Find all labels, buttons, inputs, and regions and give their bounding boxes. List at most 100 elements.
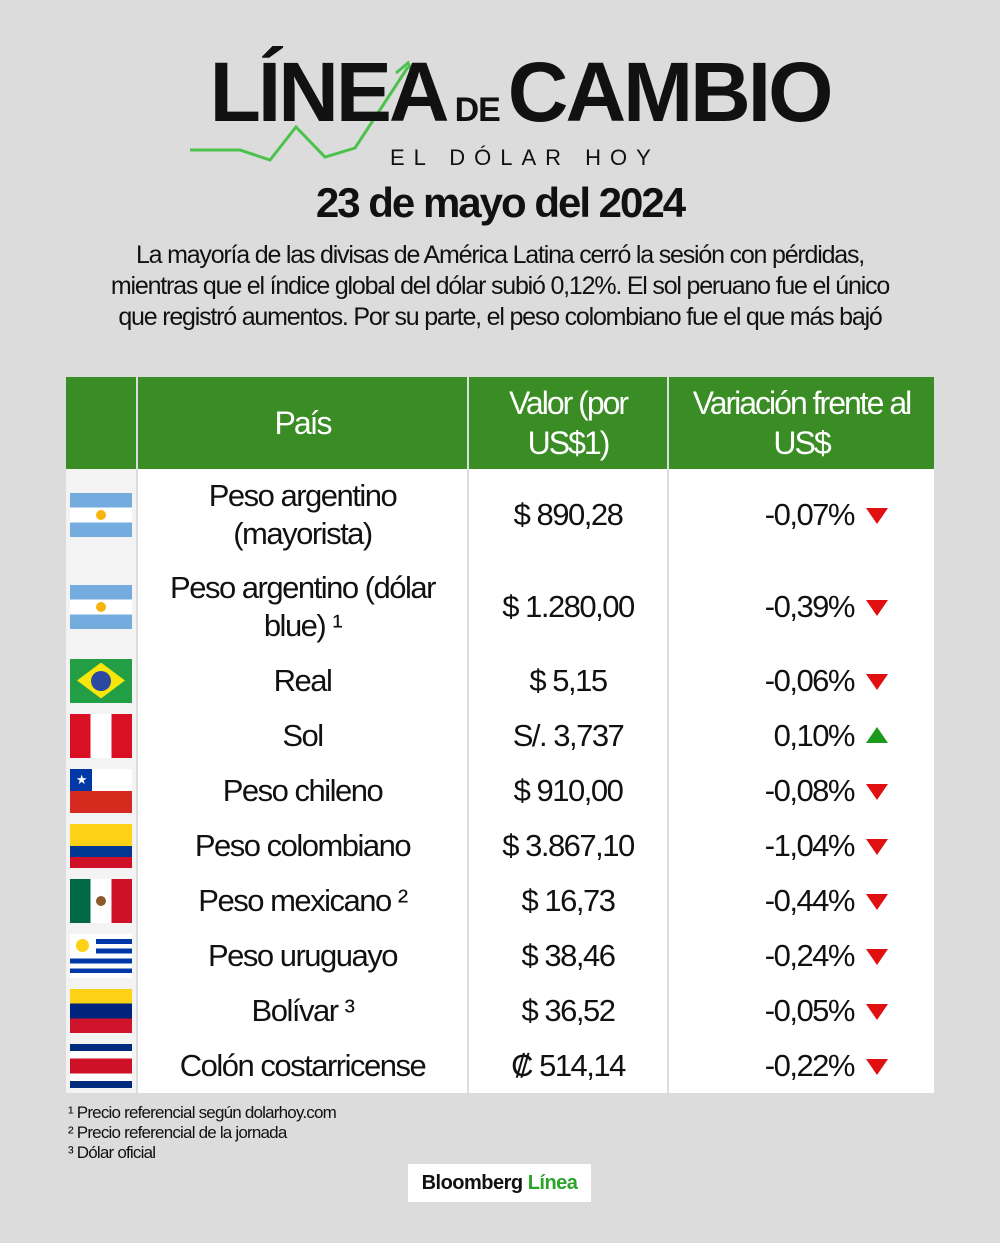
change-cell: -0,06% — [668, 653, 934, 708]
arrow-down-icon — [866, 508, 888, 524]
header-value: Valor (por US$1) — [468, 377, 669, 469]
table-row: Peso argentino (mayorista) $ 890,28 -0,0… — [66, 469, 934, 561]
arrow-up-icon — [866, 726, 888, 743]
country-name: Peso uruguayo — [137, 928, 469, 983]
logo-de: DE — [454, 91, 501, 129]
date-title: 23 de mayo del 2024 — [315, 179, 686, 226]
flag-cl-icon — [70, 768, 132, 813]
currency-value: $ 910,00 — [468, 763, 669, 818]
change-cell: -0,44% — [668, 873, 934, 928]
country-name: Colón costarricense — [137, 1038, 469, 1093]
currency-value: $ 1.280,00 — [468, 561, 669, 653]
currency-value: $ 3.867,10 — [468, 818, 669, 873]
flag-cell — [66, 1038, 138, 1093]
table-row: Bolívar ³ $ 36,52 -0,05% — [66, 983, 934, 1038]
logo-subtitle: EL DÓLAR HOY — [390, 145, 660, 170]
table-row: Colón costarricense ₡ 514,14 -0,22% — [66, 1038, 934, 1093]
logo: LÍNEA DE CAMBIO EL DÓLAR HOY — [190, 50, 850, 175]
flag-cell — [66, 653, 138, 708]
country-name: Peso mexicano ² — [137, 873, 469, 928]
change-value: -0,39% — [764, 589, 856, 624]
currency-value: $ 38,46 — [468, 928, 669, 983]
arrow-down-icon — [866, 1058, 888, 1075]
flag-ar-icon — [70, 585, 132, 629]
table-row: Sol S/. 3,737 0,10% — [66, 708, 934, 763]
arrow-down-icon — [866, 948, 888, 965]
flag-cell — [66, 561, 138, 653]
flag-cell — [66, 469, 138, 561]
header-country: País — [137, 377, 469, 469]
arrow-down-icon — [866, 838, 888, 855]
change-cell: -0,39% — [668, 561, 934, 653]
change-value: -1,04% — [764, 827, 856, 863]
change-value: 0,10% — [773, 717, 856, 753]
flag-cell — [66, 708, 138, 763]
table-row: Peso chileno $ 910,00 -0,08% — [66, 763, 934, 818]
footnote: ² Precio referencial de la jornada — [68, 1123, 287, 1142]
change-cell: -0,07% — [668, 469, 934, 561]
arrow-down-icon — [866, 1003, 888, 1020]
footnotes: ¹ Precio referencial según dolarhoy.com … — [68, 1103, 337, 1163]
arrow-down-icon — [866, 893, 888, 910]
header-change: Variación frente al US$ — [668, 377, 934, 469]
change-value: -0,06% — [764, 662, 856, 698]
country-name: Real — [137, 653, 469, 708]
change-value: -0,08% — [764, 772, 856, 808]
trend-arrow-icon — [190, 60, 416, 162]
brand-accent: Línea — [527, 1172, 578, 1194]
change-cell: -1,04% — [668, 818, 934, 873]
brand-name: Bloomberg — [421, 1172, 524, 1194]
flag-ar-icon — [70, 493, 132, 537]
country-name: Peso argentino (mayorista) — [137, 469, 469, 561]
table-header: País Valor (por US$1) Variación frente a… — [66, 377, 934, 469]
logo-linea: LÍNEA — [209, 45, 450, 139]
logo-cambio: CAMBIO — [507, 45, 834, 139]
currency-value: $ 890,28 — [468, 469, 669, 561]
flag-pe-icon — [70, 713, 132, 758]
country-name: Bolívar ³ — [137, 983, 469, 1038]
currency-value: $ 16,73 — [468, 873, 669, 928]
change-value: -0,05% — [764, 992, 856, 1028]
change-cell: -0,05% — [668, 983, 934, 1038]
currency-table: País Valor (por US$1) Variación frente a… — [66, 377, 934, 1093]
flag-cell — [66, 983, 138, 1038]
country-name: Peso chileno — [137, 763, 469, 818]
flag-cell — [66, 763, 138, 818]
currency-value: ₡ 514,14 — [468, 1038, 669, 1093]
change-value: -0,24% — [764, 937, 856, 973]
table-row: Real $ 5,15 -0,06% — [66, 653, 934, 708]
flag-cr-icon — [70, 1043, 132, 1088]
change-cell: 0,10% — [668, 708, 934, 763]
arrow-down-icon — [866, 600, 888, 616]
change-value: -0,07% — [764, 497, 856, 532]
flag-ve-icon — [70, 988, 132, 1033]
logo-wordmark: LÍNEA DE CAMBIO — [190, 50, 850, 134]
currency-value: $ 5,15 — [468, 653, 669, 708]
flag-cell — [66, 873, 138, 928]
flag-uy-icon — [70, 933, 132, 978]
flag-mx-icon — [70, 878, 132, 923]
change-cell: -0,24% — [668, 928, 934, 983]
footnote: ¹ Precio referencial según dolarhoy.com — [68, 1103, 337, 1122]
currency-value: S/. 3,737 — [468, 708, 669, 763]
footnote: ³ Dólar oficial — [68, 1143, 156, 1162]
arrow-down-icon — [866, 673, 888, 690]
arrow-down-icon — [866, 783, 888, 800]
flag-cell — [66, 928, 138, 983]
country-name: Peso argentino (dólar blue) ¹ — [137, 561, 469, 653]
flag-header — [66, 377, 138, 469]
bloomberg-linea-logo: Bloomberg Línea — [408, 1164, 591, 1202]
change-cell: -0,08% — [668, 763, 934, 818]
country-name: Sol — [137, 708, 469, 763]
change-value: -0,44% — [764, 882, 856, 918]
table-row: Peso uruguayo $ 38,46 -0,24% — [66, 928, 934, 983]
intro-text: La mayoría de las divisas de América Lat… — [110, 241, 890, 331]
table-row: Peso mexicano ² $ 16,73 -0,44% — [66, 873, 934, 928]
country-name: Peso colombiano — [137, 818, 469, 873]
flag-br-icon — [70, 658, 132, 703]
flag-cell — [66, 818, 138, 873]
table-row: Peso argentino (dólar blue) ¹ $ 1.280,00… — [66, 561, 934, 653]
flag-co-icon — [70, 823, 132, 868]
table-row: Peso colombiano $ 3.867,10 -1,04% — [66, 818, 934, 873]
currency-value: $ 36,52 — [468, 983, 669, 1038]
